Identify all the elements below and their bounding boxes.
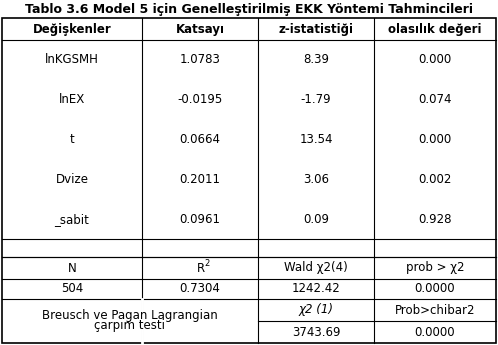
- Text: Tablo 3.6 Model 5 için Genelleştirilmiş EKK Yöntemi Tahmincileri: Tablo 3.6 Model 5 için Genelleştirilmiş …: [25, 2, 473, 16]
- Text: 0.7304: 0.7304: [180, 283, 221, 296]
- Text: 0.000: 0.000: [418, 53, 452, 66]
- Text: 504: 504: [61, 283, 83, 296]
- Text: Breusch ve Pagan Lagrangian: Breusch ve Pagan Lagrangian: [42, 309, 218, 323]
- Text: Değişkenler: Değişkenler: [33, 22, 112, 36]
- Text: 0.0664: 0.0664: [179, 133, 221, 146]
- Text: χ2 (1): χ2 (1): [298, 304, 334, 316]
- Text: Katsayı: Katsayı: [175, 22, 225, 36]
- Text: 1242.42: 1242.42: [292, 283, 340, 296]
- Text: Dvize: Dvize: [55, 173, 89, 186]
- Text: -0.0195: -0.0195: [177, 93, 223, 106]
- Text: 13.54: 13.54: [299, 133, 333, 146]
- Text: 8.39: 8.39: [303, 53, 329, 66]
- Text: Wald χ2(4): Wald χ2(4): [284, 262, 348, 275]
- Text: 1.0783: 1.0783: [180, 53, 221, 66]
- Text: çarpım testi: çarpım testi: [95, 319, 165, 333]
- Text: 0.002: 0.002: [418, 173, 452, 186]
- Text: 2: 2: [204, 259, 209, 268]
- Text: z-istatistiği: z-istatistiği: [278, 22, 354, 36]
- Text: 0.0000: 0.0000: [415, 325, 455, 338]
- Text: R: R: [197, 262, 205, 275]
- Text: 0.09: 0.09: [303, 213, 329, 226]
- Text: t: t: [70, 133, 74, 146]
- Text: 3.06: 3.06: [303, 173, 329, 186]
- Text: 0.000: 0.000: [418, 133, 452, 146]
- Text: prob > χ2: prob > χ2: [406, 262, 464, 275]
- Text: lnKGSMH: lnKGSMH: [45, 53, 99, 66]
- Text: N: N: [68, 262, 76, 275]
- Text: Prob>chibar2: Prob>chibar2: [395, 304, 475, 316]
- Text: 0.928: 0.928: [418, 213, 452, 226]
- Text: olasılık değeri: olasılık değeri: [388, 22, 482, 36]
- Text: 0.2011: 0.2011: [179, 173, 221, 186]
- Text: lnEX: lnEX: [59, 93, 85, 106]
- Text: -1.79: -1.79: [301, 93, 331, 106]
- Text: 0.0961: 0.0961: [179, 213, 221, 226]
- Text: _sabit: _sabit: [55, 213, 90, 226]
- Text: 3743.69: 3743.69: [292, 325, 340, 338]
- Text: 0.074: 0.074: [418, 93, 452, 106]
- Text: 0.0000: 0.0000: [415, 283, 455, 296]
